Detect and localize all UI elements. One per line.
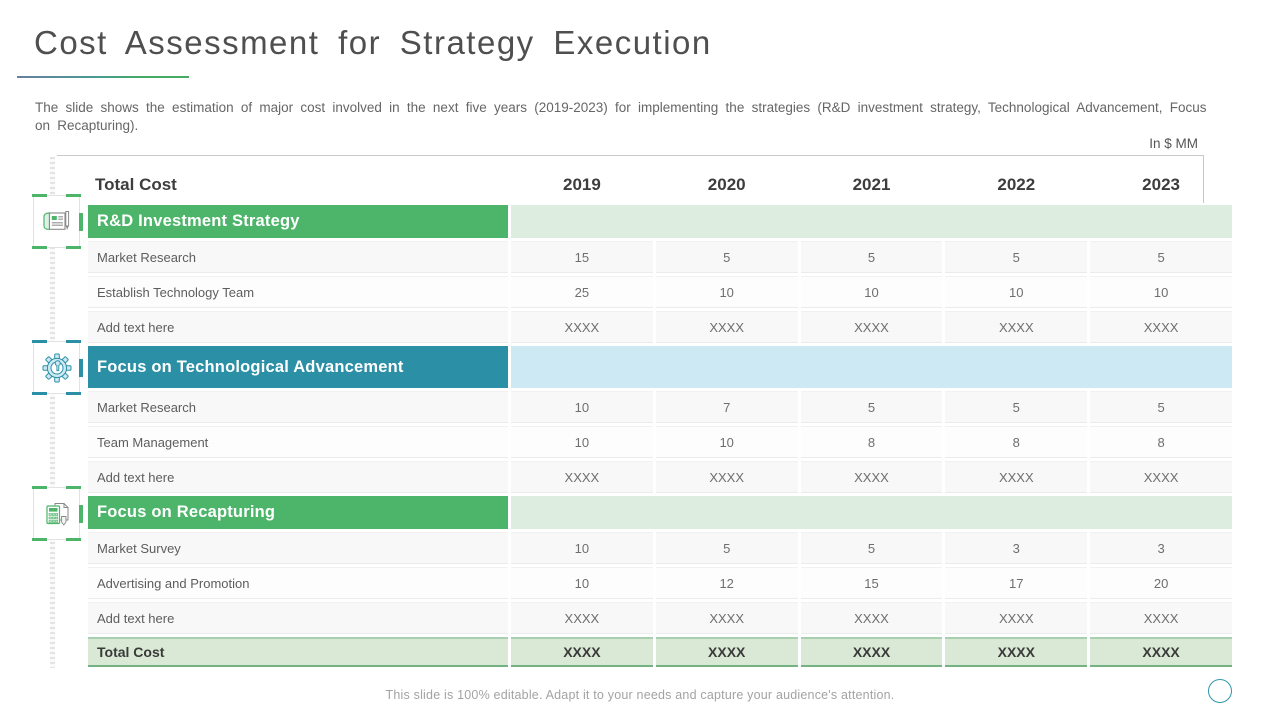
year-header: 2019: [562, 175, 601, 194]
blueprint-icon: [32, 194, 83, 249]
row-label: Market Research: [88, 241, 508, 273]
cell-value: 5: [800, 391, 943, 423]
cell-value: 8: [800, 426, 943, 458]
cell-value: 8: [945, 426, 1088, 458]
page-title: Cost Assessment for Strategy Execution: [34, 24, 712, 61]
cell-value: 15: [511, 241, 653, 273]
total-cell-value: XXXX: [1090, 637, 1232, 667]
cell-value: 10: [800, 276, 943, 308]
cell-value: XXXX: [655, 602, 798, 634]
row-label: Team Management: [88, 426, 508, 458]
cell-value: 5: [945, 391, 1088, 423]
cell-value: XXXX: [655, 461, 798, 493]
row-label: Add text here: [88, 461, 508, 493]
cell-value: XXXX: [655, 311, 798, 343]
total-cell-value: XXXX: [945, 637, 1088, 667]
year-header: 2021: [852, 175, 891, 194]
gear-wrench-icon: [32, 340, 83, 395]
cell-value: 5: [655, 241, 798, 273]
decorative-circle: [1208, 679, 1232, 703]
cell-value: XXXX: [1090, 602, 1232, 634]
row-label: Advertising and Promotion: [88, 567, 508, 599]
section-header-technological-advancement: Focus on Technological Advancement: [88, 346, 508, 388]
cell-value: XXXX: [511, 311, 653, 343]
title-underline: [17, 76, 189, 78]
section-header-fill: [511, 496, 1232, 529]
section-header-fill: [511, 346, 1232, 388]
cell-value: 12: [655, 567, 798, 599]
table-top-border: [57, 155, 1204, 156]
dotted-guide-line: [50, 157, 55, 668]
cell-value: XXXX: [1090, 311, 1232, 343]
section-header-recapturing: Focus on Recapturing: [88, 496, 508, 529]
cell-value: XXXX: [945, 311, 1088, 343]
cell-value: 3: [945, 532, 1088, 564]
cell-value: XXXX: [800, 602, 943, 634]
cell-value: 10: [511, 532, 653, 564]
cell-value: 5: [800, 241, 943, 273]
cell-value: 10: [655, 276, 798, 308]
cell-value: 5: [655, 532, 798, 564]
section-header-fill: [511, 205, 1232, 238]
total-cell-value: XXXX: [511, 637, 653, 667]
cell-value: 5: [1090, 241, 1232, 273]
cell-value: 5: [1090, 391, 1232, 423]
cell-value: 3: [1090, 532, 1232, 564]
table-right-border: [1203, 155, 1204, 203]
row-label: Add text here: [88, 602, 508, 634]
total-cell-value: XXXX: [655, 637, 798, 667]
cell-value: 20: [1090, 567, 1232, 599]
calculator-icon: [32, 486, 83, 541]
unit-label: In $ MM: [1149, 136, 1198, 151]
year-header: 2022: [997, 175, 1036, 194]
cell-value: 15: [800, 567, 943, 599]
cell-value: 17: [945, 567, 1088, 599]
cell-value: 10: [1090, 276, 1232, 308]
cell-value: 8: [1090, 426, 1232, 458]
slide-description: The slide shows the estimation of major …: [35, 100, 1207, 133]
cell-value: XXXX: [800, 311, 943, 343]
total-row-label: Total Cost: [88, 637, 508, 667]
cell-value: 10: [945, 276, 1088, 308]
cell-value: 5: [945, 241, 1088, 273]
cell-value: XXXX: [800, 461, 943, 493]
year-header: 2020: [707, 175, 746, 194]
table-header-label: Total Cost: [95, 175, 177, 194]
cell-value: 10: [511, 391, 653, 423]
row-label: Market Research: [88, 391, 508, 423]
cell-value: 5: [800, 532, 943, 564]
cost-table: Total Cost 2019 2020 2021 2022 2023 R&D …: [88, 168, 1232, 667]
cell-value: 10: [511, 426, 653, 458]
cell-value: 10: [511, 567, 653, 599]
cell-value: XXXX: [511, 602, 653, 634]
cell-value: 7: [655, 391, 798, 423]
row-label: Add text here: [88, 311, 508, 343]
cell-value: XXXX: [1090, 461, 1232, 493]
row-label: Market Survey: [88, 532, 508, 564]
cell-value: 25: [511, 276, 653, 308]
total-cell-value: XXXX: [800, 637, 943, 667]
cell-value: 10: [655, 426, 798, 458]
cell-value: XXXX: [945, 602, 1088, 634]
cell-value: XXXX: [945, 461, 1088, 493]
section-header-rnd-investment: R&D Investment Strategy: [88, 205, 508, 238]
editable-note: This slide is 100% editable. Adapt it to…: [385, 688, 895, 702]
year-header: 2023: [1142, 175, 1180, 194]
cell-value: XXXX: [511, 461, 653, 493]
row-label: Establish Technology Team: [88, 276, 508, 308]
